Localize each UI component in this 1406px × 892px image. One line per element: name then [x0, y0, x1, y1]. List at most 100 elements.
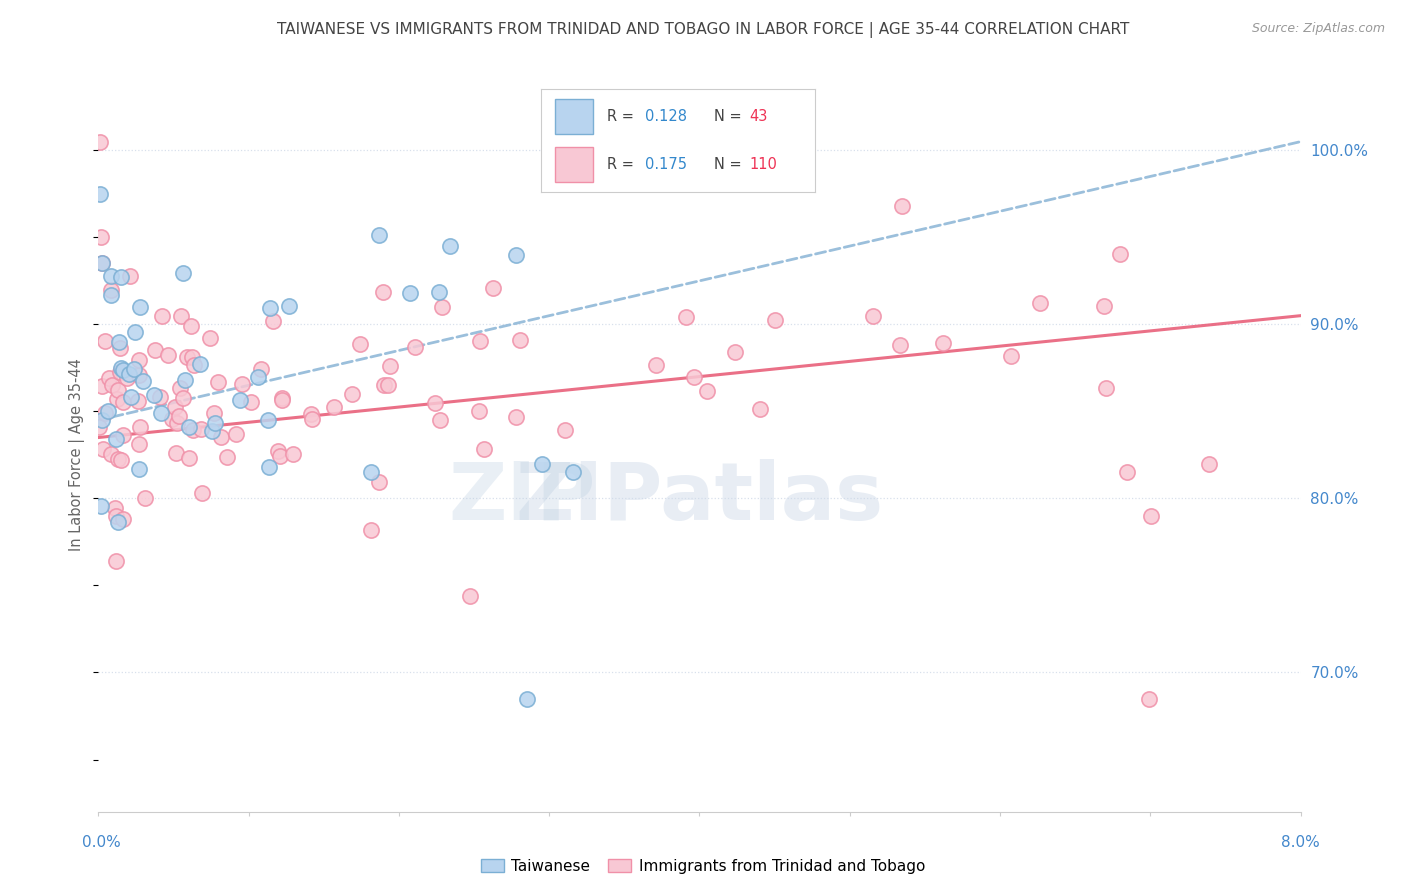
- Point: [183, 359, 205, 373]
- Point: [107, 383, 129, 397]
- Point: [360, 465, 382, 479]
- Point: [110, 270, 132, 285]
- Point: [340, 387, 363, 401]
- Point: [267, 444, 290, 458]
- Point: [124, 325, 146, 339]
- Point: [472, 442, 495, 457]
- Point: [172, 391, 194, 405]
- Point: [367, 475, 389, 489]
- Point: [176, 350, 198, 364]
- Point: [256, 413, 278, 427]
- Point: [91, 378, 114, 392]
- Point: [262, 313, 284, 327]
- Point: [283, 447, 305, 461]
- Point: [160, 411, 183, 425]
- Point: [110, 452, 132, 467]
- Point: [301, 412, 323, 426]
- Point: [104, 433, 127, 447]
- Point: [683, 370, 706, 384]
- Point: [763, 312, 786, 326]
- Point: [201, 424, 224, 438]
- Point: [89, 135, 111, 149]
- Point: [115, 371, 138, 385]
- Point: [1092, 299, 1115, 313]
- Point: [107, 451, 129, 466]
- Text: 0.0%: 0.0%: [82, 836, 121, 850]
- Point: [128, 461, 150, 475]
- Point: [240, 395, 263, 409]
- Point: [404, 340, 426, 354]
- Point: [200, 331, 222, 345]
- Point: [862, 309, 884, 323]
- Point: [143, 343, 166, 358]
- Point: [107, 335, 129, 350]
- Point: [439, 239, 461, 253]
- Point: [122, 362, 145, 376]
- Point: [367, 227, 389, 242]
- Point: [1029, 296, 1052, 310]
- Point: [90, 256, 112, 270]
- Point: [129, 420, 152, 434]
- Point: [87, 420, 110, 434]
- Point: [932, 336, 955, 351]
- Point: [377, 377, 399, 392]
- Point: [889, 337, 911, 351]
- Y-axis label: In Labor Force | Age 35-44: In Labor Force | Age 35-44: [69, 359, 86, 551]
- Point: [1000, 349, 1022, 363]
- Bar: [555, 99, 593, 135]
- Point: [134, 491, 156, 505]
- Point: [299, 407, 322, 421]
- Point: [429, 413, 451, 427]
- Point: [188, 357, 211, 371]
- Point: [94, 334, 117, 348]
- Point: [217, 450, 239, 465]
- Point: [149, 406, 172, 420]
- Point: [257, 459, 280, 474]
- Point: [278, 299, 301, 313]
- Point: [890, 199, 912, 213]
- Point: [179, 450, 201, 465]
- Point: [204, 416, 226, 430]
- Point: [129, 301, 152, 315]
- Point: [105, 392, 128, 406]
- Text: TAIWANESE VS IMMIGRANTS FROM TRINIDAD AND TOBAGO IN LABOR FORCE | AGE 35-44 CORR: TAIWANESE VS IMMIGRANTS FROM TRINIDAD AN…: [277, 22, 1129, 38]
- Point: [1198, 457, 1220, 471]
- Point: [104, 500, 127, 515]
- Point: [128, 437, 150, 451]
- Point: [170, 309, 193, 323]
- Point: [427, 285, 450, 300]
- Point: [90, 413, 112, 427]
- Point: [172, 266, 194, 280]
- Point: [482, 281, 505, 295]
- Point: [165, 400, 187, 414]
- Point: [100, 283, 122, 297]
- Point: [100, 288, 122, 302]
- Point: [516, 691, 538, 706]
- Point: [150, 309, 173, 323]
- Point: [231, 376, 253, 391]
- Point: [94, 406, 117, 420]
- Point: [1140, 508, 1163, 523]
- Point: [1109, 247, 1132, 261]
- Point: [432, 300, 454, 314]
- Point: [110, 365, 132, 379]
- Point: [724, 345, 747, 359]
- Legend: Taiwanese, Immigrants from Trinidad and Tobago: Taiwanese, Immigrants from Trinidad and …: [474, 853, 932, 880]
- Point: [90, 499, 112, 513]
- Point: [142, 387, 165, 401]
- Point: [378, 359, 401, 373]
- Point: [127, 394, 149, 409]
- Point: [118, 368, 141, 382]
- Point: [259, 301, 281, 315]
- Point: [91, 442, 114, 457]
- Point: [128, 352, 150, 367]
- Point: [269, 449, 291, 463]
- Point: [561, 466, 583, 480]
- Point: [110, 361, 132, 376]
- Point: [128, 368, 150, 382]
- Point: [1095, 381, 1118, 395]
- Point: [131, 374, 153, 388]
- Text: 110: 110: [749, 157, 778, 171]
- Point: [157, 348, 180, 362]
- Point: [696, 384, 718, 398]
